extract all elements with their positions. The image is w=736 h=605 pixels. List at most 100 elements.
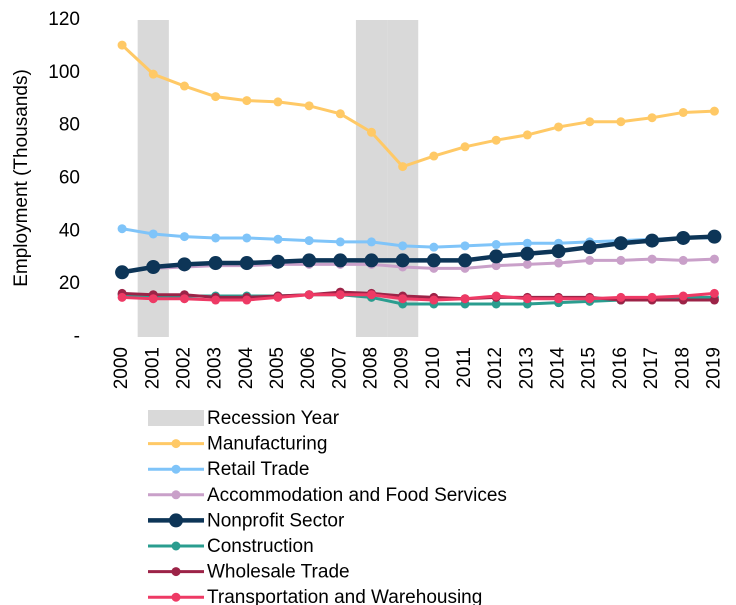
data-point [398, 241, 408, 251]
legend-label: Transportation and Warehousing [207, 587, 482, 605]
legend-label: Retail Trade [207, 459, 309, 480]
data-point [582, 240, 597, 255]
data-point [647, 113, 657, 123]
legend-marker [171, 541, 181, 551]
data-point [676, 230, 691, 245]
data-point [335, 237, 345, 247]
data-point [239, 256, 254, 271]
data-point [709, 254, 719, 264]
data-point [115, 265, 130, 280]
data-point [522, 294, 532, 304]
data-point [678, 255, 688, 265]
data-point [148, 294, 158, 304]
data-point [709, 288, 719, 298]
data-point [491, 291, 501, 301]
data-point [117, 40, 127, 50]
series-line [121, 43, 715, 169]
data-point [148, 229, 158, 239]
data-point [522, 130, 532, 140]
series-line [122, 291, 715, 302]
data-point [270, 254, 285, 269]
legend-marker [169, 513, 183, 528]
x-tick-label: 2004 [236, 347, 257, 390]
x-tick-label: 2002 [173, 347, 194, 389]
data-point [179, 294, 189, 304]
x-tick-label: 2014 [548, 347, 569, 390]
data-point [489, 249, 504, 264]
data-point [366, 127, 376, 137]
x-tick-label: 2000 [111, 347, 132, 389]
data-point [429, 151, 439, 161]
data-point [709, 106, 719, 116]
data-point [395, 253, 410, 268]
recession-band [137, 20, 169, 337]
legend-label: Accommodation and Food Services [207, 485, 507, 506]
x-tick-label: 2007 [329, 347, 350, 389]
legend-label: Wholesale Trade [207, 562, 350, 583]
data-point [148, 69, 158, 79]
data-point [208, 256, 223, 271]
data-point [645, 233, 660, 248]
y-tick-label: 60 [59, 168, 80, 189]
x-tick-label: 2010 [423, 347, 444, 389]
data-point [678, 107, 688, 117]
data-point [146, 259, 161, 274]
x-tick-label: 2017 [641, 347, 662, 389]
legend-marker [171, 592, 181, 602]
data-point [554, 122, 564, 132]
x-tick-label: 2018 [672, 347, 693, 389]
data-point [491, 135, 501, 145]
x-tick-label: 2019 [703, 347, 724, 389]
data-point [585, 294, 595, 304]
series-line [122, 290, 715, 302]
y-axis-label: Employment (Thousands) [11, 69, 32, 287]
data-point [335, 290, 345, 300]
x-tick-label: 2006 [298, 347, 319, 389]
legend-marker [171, 567, 181, 577]
data-point [616, 255, 626, 265]
data-point [273, 292, 283, 302]
data-point [522, 259, 532, 269]
data-point [304, 101, 314, 111]
data-point [242, 96, 252, 106]
data-point [335, 109, 345, 119]
data-point [551, 244, 566, 259]
data-point [117, 224, 127, 234]
legend-label: Manufacturing [207, 434, 327, 455]
data-point [554, 294, 564, 304]
legend-marker [171, 490, 181, 500]
data-point [709, 295, 719, 305]
data-point [117, 292, 127, 302]
x-tick-label: 2015 [579, 347, 600, 389]
data-point [302, 253, 317, 268]
data-point [398, 294, 408, 304]
data-point [707, 229, 722, 244]
x-tick-label: 2013 [516, 347, 537, 389]
y-tick-label: 100 [48, 62, 80, 83]
data-point [179, 81, 189, 91]
data-point [460, 294, 470, 304]
data-point [647, 292, 657, 302]
data-point [678, 291, 688, 301]
data-point [491, 299, 501, 309]
data-point [366, 237, 376, 247]
data-point [429, 242, 439, 252]
x-tick-label: 2012 [485, 347, 506, 389]
x-tick-label: 2001 [142, 347, 163, 389]
legend-swatch [148, 410, 204, 426]
data-point [613, 236, 628, 251]
data-point [616, 292, 626, 302]
x-tick-label: 2008 [361, 347, 382, 389]
data-point [333, 253, 348, 268]
legend-label: Recession Year [207, 408, 340, 429]
data-point [273, 97, 283, 107]
data-point [491, 261, 501, 271]
data-point [460, 241, 470, 251]
data-point [304, 236, 314, 246]
legend-label: Nonprofit Sector [207, 510, 345, 531]
data-point [211, 233, 221, 243]
data-point [585, 117, 595, 127]
data-point [522, 238, 532, 248]
